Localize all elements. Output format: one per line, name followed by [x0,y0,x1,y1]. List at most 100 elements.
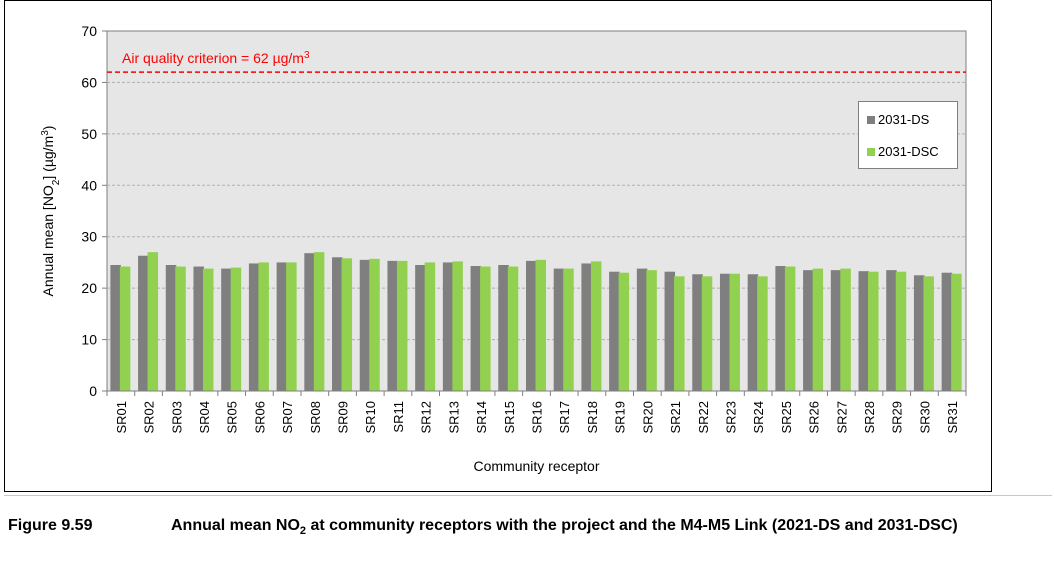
y-axis-label-part-2: ] (µg/m [40,136,56,180]
x-tick-label-SR06: SR06 [252,401,267,434]
bar-2031-DS-SR13 [442,262,454,391]
x-tick-label-SR12: SR12 [419,401,434,434]
x-tick-label-SR11: SR11 [391,401,406,433]
bar-2031-DSC-SR09 [341,258,353,391]
bar-2031-DS-SR30 [913,275,925,391]
chart-frame: 0 10 20 30 40 50 60 70 Annual mean [NO2] (µg/m3)… [4,0,992,492]
y-tick-label-30: 30 [81,229,97,245]
x-tick-label-SR27: SR27 [834,401,849,434]
legend-label-dsc: 2031-DSC [878,144,939,159]
legend-item-dsc: 2031-DSC [867,144,939,159]
bar-2031-DS-SR31 [941,272,953,391]
x-tick-label-SR15: SR15 [502,401,517,434]
bar-2031-DS-SR06 [248,263,260,391]
bar-2031-DSC-SR15 [507,266,519,391]
bar-2031-DSC-SR30 [923,276,934,391]
bar-2031-DSC-SR03 [175,266,186,391]
legend-label-ds: 2031-DS [878,112,930,127]
bar-2031-DS-SR15 [498,265,509,391]
y-axis-label-part-0: Annual mean [NO [40,185,56,296]
criterion-label-sup: 3 [304,50,310,61]
bar-2031-DS-SR08 [304,253,315,391]
bar-2031-DSC-SR05 [230,267,242,391]
x-tick-label-SR01: SR01 [114,401,129,434]
bar-2031-DS-SR07 [276,262,288,391]
bar-2031-DS-SR16 [526,260,537,391]
bar-2031-DSC-SR31 [951,273,962,391]
bar-2031-DS-SR10 [359,259,371,391]
y-tick-label-60: 60 [81,74,97,90]
legend-swatch-dsc [867,147,875,156]
y-axis-label: Annual mean [NO2] (µg/m3) [40,126,62,297]
bar-2031-DS-SR26 [803,270,814,391]
y-tick-label-40: 40 [81,177,97,193]
bar-2031-DS-SR09 [332,257,343,391]
bar-2031-DSC-SR13 [452,261,463,391]
bar-2031-DSC-SR14 [480,266,491,391]
figure-number: Figure 9.59 [8,517,93,534]
bar-2031-DS-SR17 [553,268,565,391]
bar-2031-DSC-SR08 [313,252,325,391]
bar-2031-DS-SR01 [110,265,121,391]
figure-title: Annual mean NO2 at community receptors w… [171,516,1051,541]
figure-title-subscript: 2 [299,525,307,538]
bar-2031-DS-SR14 [470,266,482,391]
bar-2031-DSC-SR28 [868,271,879,391]
bar-2031-DSC-SR11 [396,260,408,391]
x-tick-label-SR26: SR26 [807,401,822,434]
x-tick-label-SR08: SR08 [308,401,323,434]
bar-2031-DSC-SR18 [590,261,602,391]
bar-2031-DSC-SR16 [535,259,546,391]
bar-2031-DS-SR27 [830,270,842,391]
x-tick-label-SR20: SR20 [640,401,655,434]
y-axis-label-part-4: ) [40,126,56,131]
x-tick-label-SR23: SR23 [723,401,738,434]
chart-legend: 2031-DS 2031-DSC [858,101,958,169]
y-tick-label-10: 10 [81,332,97,348]
bar-2031-DSC-SR21 [674,276,685,391]
bar-2031-DSC-SR19 [618,272,630,391]
bar-2031-DSC-SR29 [895,271,907,391]
x-tick-label-SR16: SR16 [530,401,545,434]
bar-2031-DS-SR28 [858,271,870,391]
bar-2031-DSC-SR04 [202,268,214,391]
criterion-label: Air quality criterion = 62 µg/m3 [122,50,310,66]
x-tick-label-SR09: SR09 [336,401,351,434]
bar-2031-DSC-SR24 [757,276,768,391]
x-tick-label-SR03: SR03 [169,401,184,434]
x-tick-label-SR17: SR17 [557,401,572,434]
x-tick-label-SR24: SR24 [751,401,766,434]
x-tick-label-SR13: SR13 [446,401,461,434]
bar-2031-DSC-SR07 [286,262,297,391]
bar-2031-DSC-SR27 [840,268,851,391]
bar-2031-DSC-SR25 [784,266,796,391]
y-axis-label-part-1: 2 [51,179,62,185]
bar-2031-DSC-SR10 [369,258,380,391]
x-tick-label-SR28: SR28 [862,401,877,434]
bar-2031-DSC-SR23 [729,273,740,391]
bar-2031-DS-SR11 [387,260,398,391]
bar-2031-DS-SR23 [719,273,731,391]
x-tick-label-SR21: SR21 [668,401,683,434]
caption-divider [4,495,1052,496]
bar-2031-DS-SR21 [664,271,676,391]
bar-2031-DSC-SR06 [258,262,269,391]
y-tick-label-50: 50 [81,126,97,142]
x-tick-label-SR29: SR29 [890,401,905,434]
legend-item-ds: 2031-DS [867,112,929,127]
x-axis-label: Community receptor [473,458,599,474]
x-tick-label-SR30: SR30 [917,401,932,434]
y-tick-label-20: 20 [81,280,97,296]
bar-2031-DS-SR25 [775,266,786,391]
y-tick-label-70: 70 [81,23,97,39]
x-tick-label-SR05: SR05 [225,401,240,434]
x-tick-label-SR02: SR02 [142,401,157,434]
figure-title-part-1: Annual mean NO [171,517,300,534]
x-tick-label-SR31: SR31 [945,401,960,434]
bar-2031-DS-SR20 [636,268,648,391]
bar-2031-DSC-SR22 [701,276,713,391]
bar-2031-DS-SR02 [138,255,149,391]
bar-2031-DS-SR04 [193,266,204,391]
bar-2031-DSC-SR20 [646,270,657,391]
